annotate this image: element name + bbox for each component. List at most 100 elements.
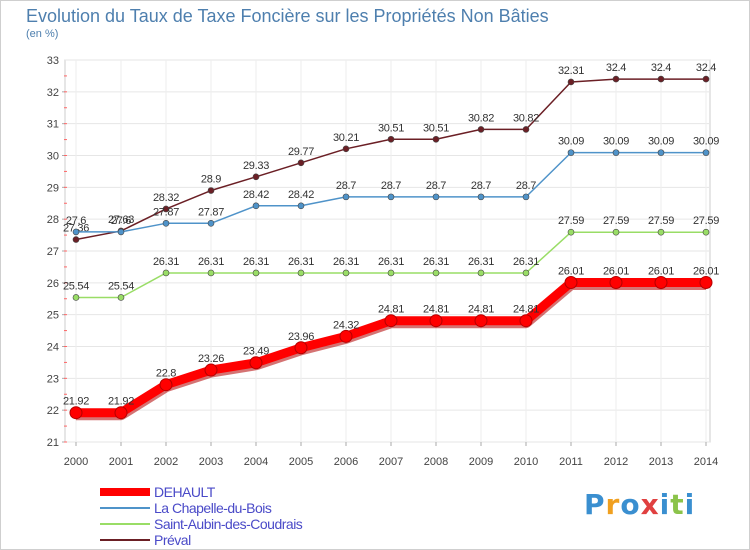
data-point [657,149,665,156]
data-label: 28.7 [336,180,356,192]
logo-letter: r [605,488,621,521]
unit-label: (en %) [26,28,59,40]
logo-letter: i [659,488,671,521]
y-tick-label: 22 [47,405,59,417]
data-label: 27.87 [153,206,179,218]
data-point [207,187,215,194]
data-label: 29.33 [243,160,269,172]
data-point [72,236,80,243]
data-point [567,149,575,156]
data-point [249,356,263,370]
data-point [612,228,620,236]
data-label: 26.31 [243,256,269,268]
data-label: 23.49 [243,346,269,358]
data-point [252,269,260,277]
legend-label: DEHAULT [154,484,215,500]
data-point [477,126,485,133]
data-point [69,406,83,420]
legend-swatch [100,507,150,509]
data-label: 29.77 [288,146,314,158]
y-tick-label: 31 [47,119,59,131]
data-label: 28.42 [288,189,314,201]
data-label: 30.21 [333,132,359,144]
data-point [657,75,665,83]
data-label: 26.31 [153,256,179,268]
data-label: 27.59 [603,215,629,227]
data-point [567,78,575,86]
data-label: 28.7 [426,180,446,192]
data-label: 30.82 [468,112,494,124]
data-label: 26.31 [423,256,449,268]
data-label: 30.51 [378,122,404,134]
data-point [432,135,440,143]
legend-item-la-chapelle-du-bois: La Chapelle-du-Bois [100,500,360,516]
data-label: 28.9 [201,174,221,186]
data-point [114,406,128,420]
data-label: 26.01 [648,266,674,278]
data-point [387,193,395,201]
x-tick-label: 2014 [694,456,718,468]
data-point [387,135,395,143]
data-point [117,294,125,301]
data-label: 32.4 [651,62,671,74]
data-point [522,269,530,277]
data-label: 21.92 [63,396,89,408]
data-label: 26.31 [198,256,224,268]
x-tick-label: 2011 [559,456,583,468]
data-point [252,202,260,210]
data-point [117,228,125,236]
x-tick-label: 2000 [64,456,88,468]
data-point [702,149,710,156]
y-tick-label: 32 [47,87,59,99]
data-point [429,314,443,328]
data-label: 27.59 [558,215,584,227]
data-label: 23.26 [198,353,224,365]
data-point [702,75,710,83]
x-tick-label: 2013 [649,456,673,468]
legend-item-dehault: DEHAULT [100,484,360,500]
data-point [519,314,533,328]
y-tick-label: 23 [47,373,59,385]
x-tick-label: 2005 [289,456,313,468]
x-tick-label: 2010 [514,456,538,468]
legend-label: Préval [154,532,191,548]
data-point [657,228,665,236]
data-point [162,205,170,213]
data-label: 26.31 [378,256,404,268]
data-point [522,126,530,133]
data-label: 24.81 [468,304,494,316]
data-label: 27.63 [108,214,134,226]
x-tick-label: 2003 [199,456,223,468]
data-point [432,193,440,201]
x-tick-label: 2012 [604,456,628,468]
data-label: 25.54 [108,280,134,292]
data-label: 26.01 [693,266,719,278]
y-tick-label: 30 [47,151,59,163]
data-label: 27.59 [648,215,674,227]
legend-swatch [100,523,150,525]
y-tick-label: 33 [47,55,59,67]
x-tick-label: 2009 [469,456,493,468]
data-label: 28.7 [516,180,536,192]
data-label: 30.51 [423,122,449,134]
data-label: 27.59 [693,215,719,227]
data-point [387,269,395,277]
data-point [297,159,305,167]
data-label: 30.09 [693,136,719,148]
data-label: 30.09 [603,136,629,148]
data-label: 26.31 [288,256,314,268]
data-label: 24.81 [423,304,449,316]
data-point [72,294,80,301]
y-tick-label: 25 [47,310,59,322]
data-point [342,269,350,277]
data-point [162,220,170,227]
data-label: 26.01 [558,266,584,278]
data-point [297,269,305,277]
data-label: 26.31 [468,256,494,268]
data-label: 25.54 [63,280,89,292]
x-tick-label: 2008 [424,456,448,468]
data-point [609,276,623,290]
x-tick-label: 2002 [154,456,178,468]
data-point [72,228,80,236]
data-point [342,193,350,201]
